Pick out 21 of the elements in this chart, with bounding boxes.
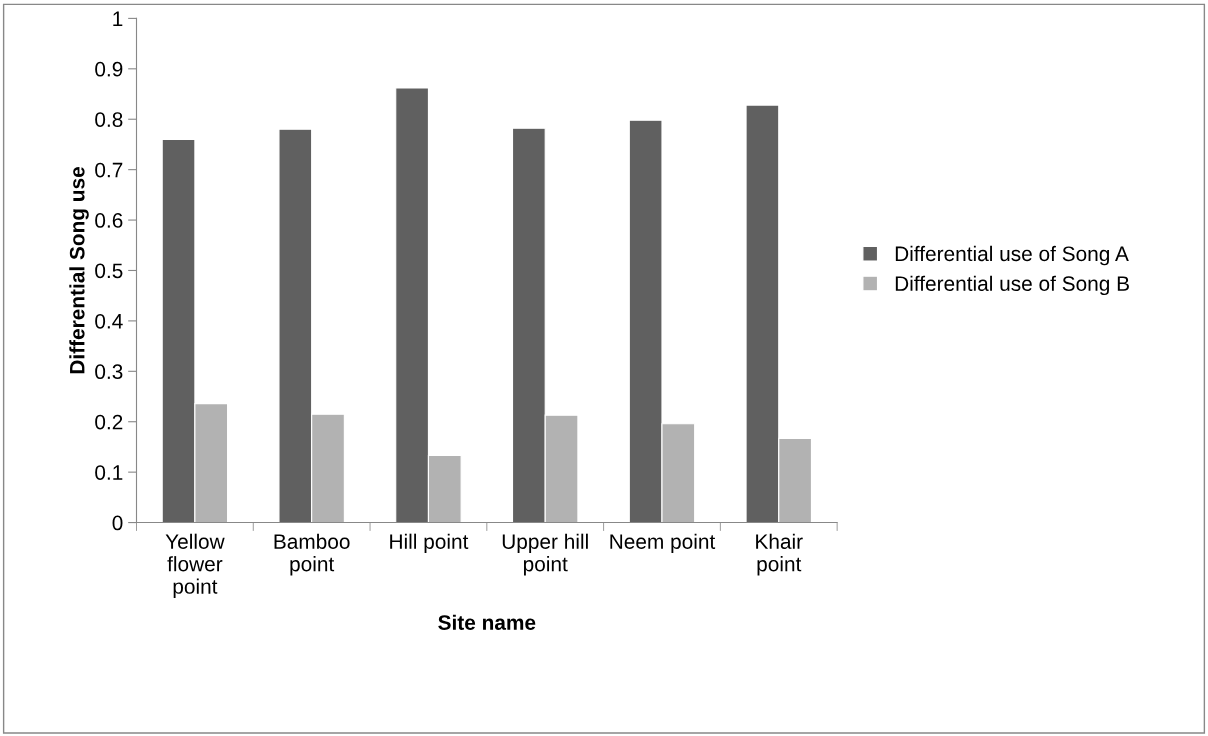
y-axis-title: Differential Song use — [69, 167, 89, 374]
y-tick-label: 0.7 — [95, 162, 123, 178]
y-tick-label: 0.3 — [95, 364, 123, 380]
y-tick-label: 1 — [113, 11, 123, 26]
x-tick-label: Neem point — [610, 533, 716, 554]
y-tick-label: 0.1 — [95, 465, 123, 480]
y-tick-label: 0.6 — [95, 213, 123, 228]
legend-label: Differential use of Song A — [895, 245, 1129, 266]
x-tick-label: Bamboo point — [274, 533, 350, 576]
x-tick-label: Yellow flower point — [165, 533, 225, 598]
legend-label: Differential use of Song B — [895, 275, 1129, 296]
y-tick-label: 0 — [112, 515, 123, 531]
y-tick-label: 0.4 — [95, 313, 123, 329]
x-tick-label: Khair point — [756, 533, 803, 576]
x-axis-title: Site name — [438, 614, 536, 630]
y-tick-label: 0.9 — [95, 61, 123, 77]
y-tick-label: 0.8 — [95, 112, 123, 127]
y-tick-label: 0.2 — [95, 414, 123, 430]
x-tick-label: Upper hill point — [502, 533, 588, 576]
x-tick-label: Hill point — [390, 533, 469, 554]
y-tick-label: 0.5 — [95, 263, 123, 279]
